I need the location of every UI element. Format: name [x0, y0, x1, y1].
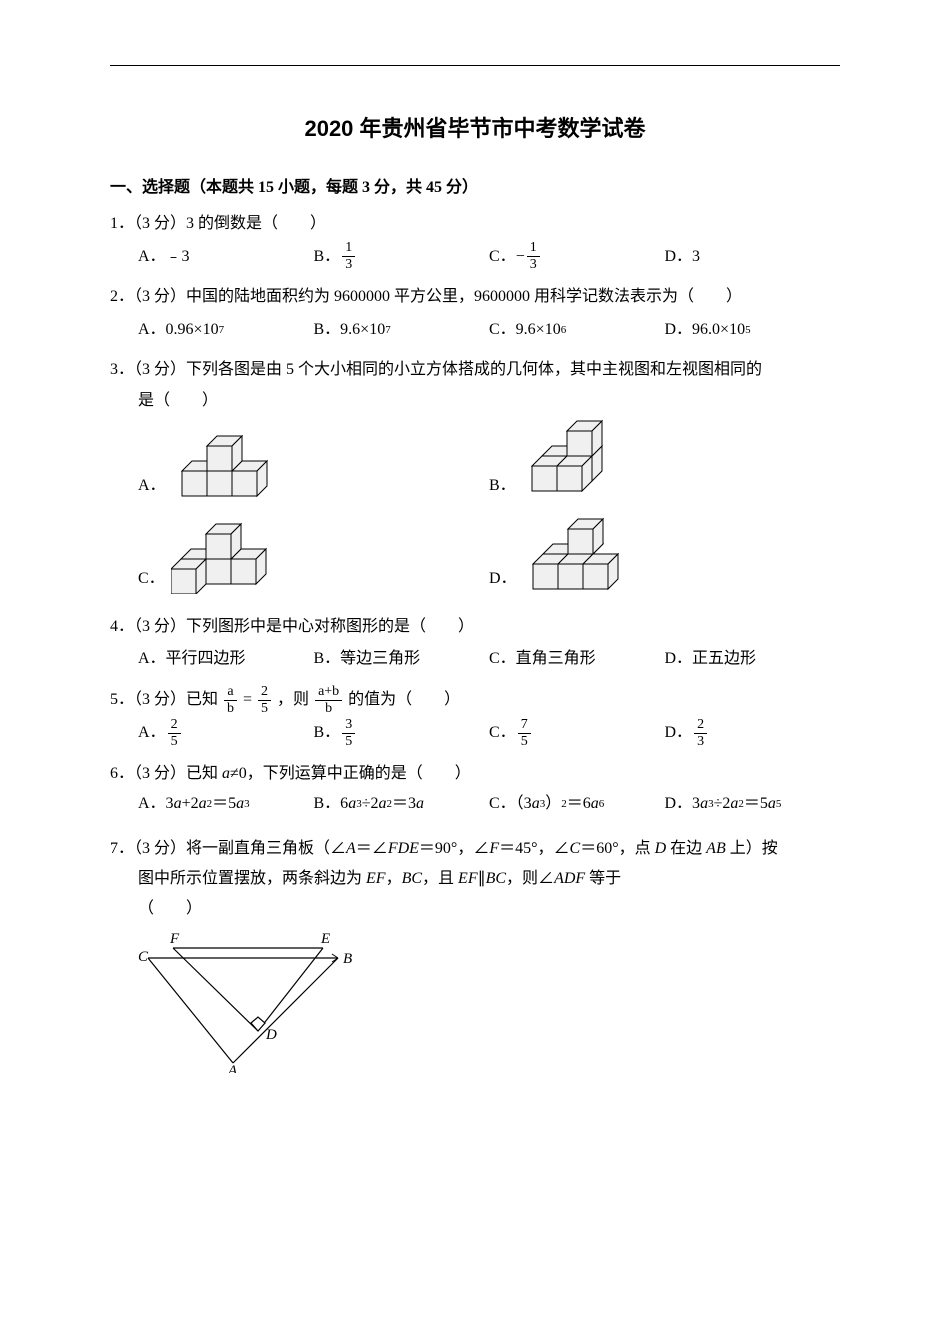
question-6: 6．（3 分）已知 a≠0，下列运算中正确的是（ ） A．3a+2a2＝5a3 … — [110, 759, 840, 824]
q2-option-c: C．9.6×106 — [489, 315, 665, 345]
question-4: 4．（3 分）下列图形中是中心对称图形的是（ ） A．平行四边形 B．等边三角形… — [110, 612, 840, 675]
q3-options: A． — [110, 416, 840, 602]
label-D: D — [265, 1027, 277, 1043]
label-F: F — [169, 933, 180, 947]
q2-option-b: B．9.6×107 — [314, 315, 490, 345]
q5-options: A． 2 5 B． 3 5 C． 7 5 D． 2 3 — [110, 718, 840, 749]
q1-option-d: D．3 — [665, 241, 841, 272]
q1-text: 1．（3 分）3 的倒数是（ ） — [110, 209, 840, 239]
q4-option-a: A．平行四边形 — [138, 644, 314, 674]
q4-option-b: B．等边三角形 — [314, 644, 490, 674]
q4-text: 4．（3 分）下列图形中是中心对称图形的是（ ） — [110, 612, 840, 642]
q2-options: A．0.96×107 B．9.6×107 C．9.6×106 D．96.0×10… — [110, 315, 840, 345]
exam-title: 2020 年贵州省毕节市中考数学试卷 — [110, 111, 840, 143]
triangle-diagram-icon: F E C B D A — [138, 933, 358, 1073]
fraction-icon: 1 3 — [527, 241, 540, 272]
q4-options: A．平行四边形 B．等边三角形 C．直角三角形 D．正五边形 — [110, 644, 840, 674]
fraction-icon: a b — [224, 685, 237, 716]
question-5: 5．（3 分）已知 a b = 2 5 ，则 a+b b 的值为（ ） A． 2… — [110, 685, 840, 749]
q6-option-d: D．3a3÷2a2＝5a5 — [665, 789, 841, 819]
q1-option-a: A．﹣3 — [138, 241, 314, 272]
label-C: C — [138, 949, 149, 965]
q3-option-c: C． — [138, 509, 489, 594]
q5-option-a: A． 2 5 — [138, 718, 314, 749]
q6-options: A．3a+2a2＝5a3 B．6a3÷2a2＝3a C．（3a3）2＝6a6 D… — [110, 789, 840, 823]
q1-option-b: B． 1 3 — [314, 241, 490, 272]
q7-figure: F E C B D A — [138, 933, 840, 1084]
label-E: E — [320, 933, 330, 947]
q7-text: 7．（3 分）将一副直角三角板（∠A＝∠FDE＝90°，∠F＝45°，∠C＝60… — [110, 834, 840, 864]
q4-option-d: D．正五边形 — [665, 644, 841, 674]
question-2: 2．（3 分）中国的陆地面积约为 9600000 平方公里，9600000 用科… — [110, 282, 840, 345]
fraction-icon: a+b b — [315, 685, 342, 716]
q5-option-d: D． 2 3 — [665, 718, 841, 749]
q7-text3: （ ） — [110, 894, 840, 924]
q3-text2: 是（ ） — [110, 386, 840, 416]
q5-option-b: B． 3 5 — [314, 718, 490, 749]
q4-option-c: C．直角三角形 — [489, 644, 665, 674]
q1-option-c: C． − 1 3 — [489, 241, 665, 272]
q3-option-a: A． — [138, 416, 489, 501]
fraction-icon: 7 5 — [518, 718, 531, 749]
header-divider — [110, 65, 840, 66]
q1-options: A．﹣3 B． 1 3 C． − 1 3 D．3 — [110, 241, 840, 272]
q6-option-c: C．（3a3）2＝6a6 — [489, 789, 665, 819]
fraction-icon: 2 3 — [694, 718, 707, 749]
cube-figure-a-icon — [172, 416, 282, 501]
q6-option-a: A．3a+2a2＝5a3 — [138, 789, 314, 819]
q6-text: 6．（3 分）已知 a≠0，下列运算中正确的是（ ） — [110, 759, 840, 789]
label-B: B — [343, 951, 352, 967]
cube-figure-b-icon — [522, 416, 622, 501]
section-header: 一、选择题（本题共 15 小题，每题 3 分，共 45 分） — [110, 173, 840, 197]
question-7: 7．（3 分）将一副直角三角板（∠A＝∠FDE＝90°，∠F＝45°，∠C＝60… — [110, 834, 840, 1085]
fraction-icon: 1 3 — [342, 241, 355, 272]
fraction-icon: 2 5 — [168, 718, 181, 749]
q3-option-b: B． — [489, 416, 840, 501]
q5-option-c: C． 7 5 — [489, 718, 665, 749]
label-A: A — [227, 1063, 238, 1073]
q2-text: 2．（3 分）中国的陆地面积约为 9600000 平方公里，9600000 用科… — [110, 282, 840, 312]
cube-figure-d-icon — [523, 514, 643, 594]
fraction-icon: 3 5 — [342, 718, 355, 749]
q2-option-a: A．0.96×107 — [138, 315, 314, 345]
q2-option-d: D．96.0×105 — [665, 315, 841, 345]
q3-text: 3．（3 分）下列各图是由 5 个大小相同的小立方体搭成的几何体，其中主视图和左… — [110, 355, 840, 385]
fraction-icon: 2 5 — [258, 685, 271, 716]
question-3: 3．（3 分）下列各图是由 5 个大小相同的小立方体搭成的几何体，其中主视图和左… — [110, 355, 840, 602]
q6-option-b: B．6a3÷2a2＝3a — [314, 789, 490, 819]
q5-text: 5．（3 分）已知 a b = 2 5 ，则 a+b b 的值为（ ） — [110, 685, 840, 716]
q3-option-d: D． — [489, 509, 840, 594]
question-1: 1．（3 分）3 的倒数是（ ） A．﹣3 B． 1 3 C． − 1 3 D．… — [110, 209, 840, 272]
cube-figure-c-icon — [171, 509, 281, 594]
q7-text2: 图中所示位置摆放，两条斜边为 EF，BC，且 EF∥BC，则∠ADF 等于 — [110, 864, 840, 894]
